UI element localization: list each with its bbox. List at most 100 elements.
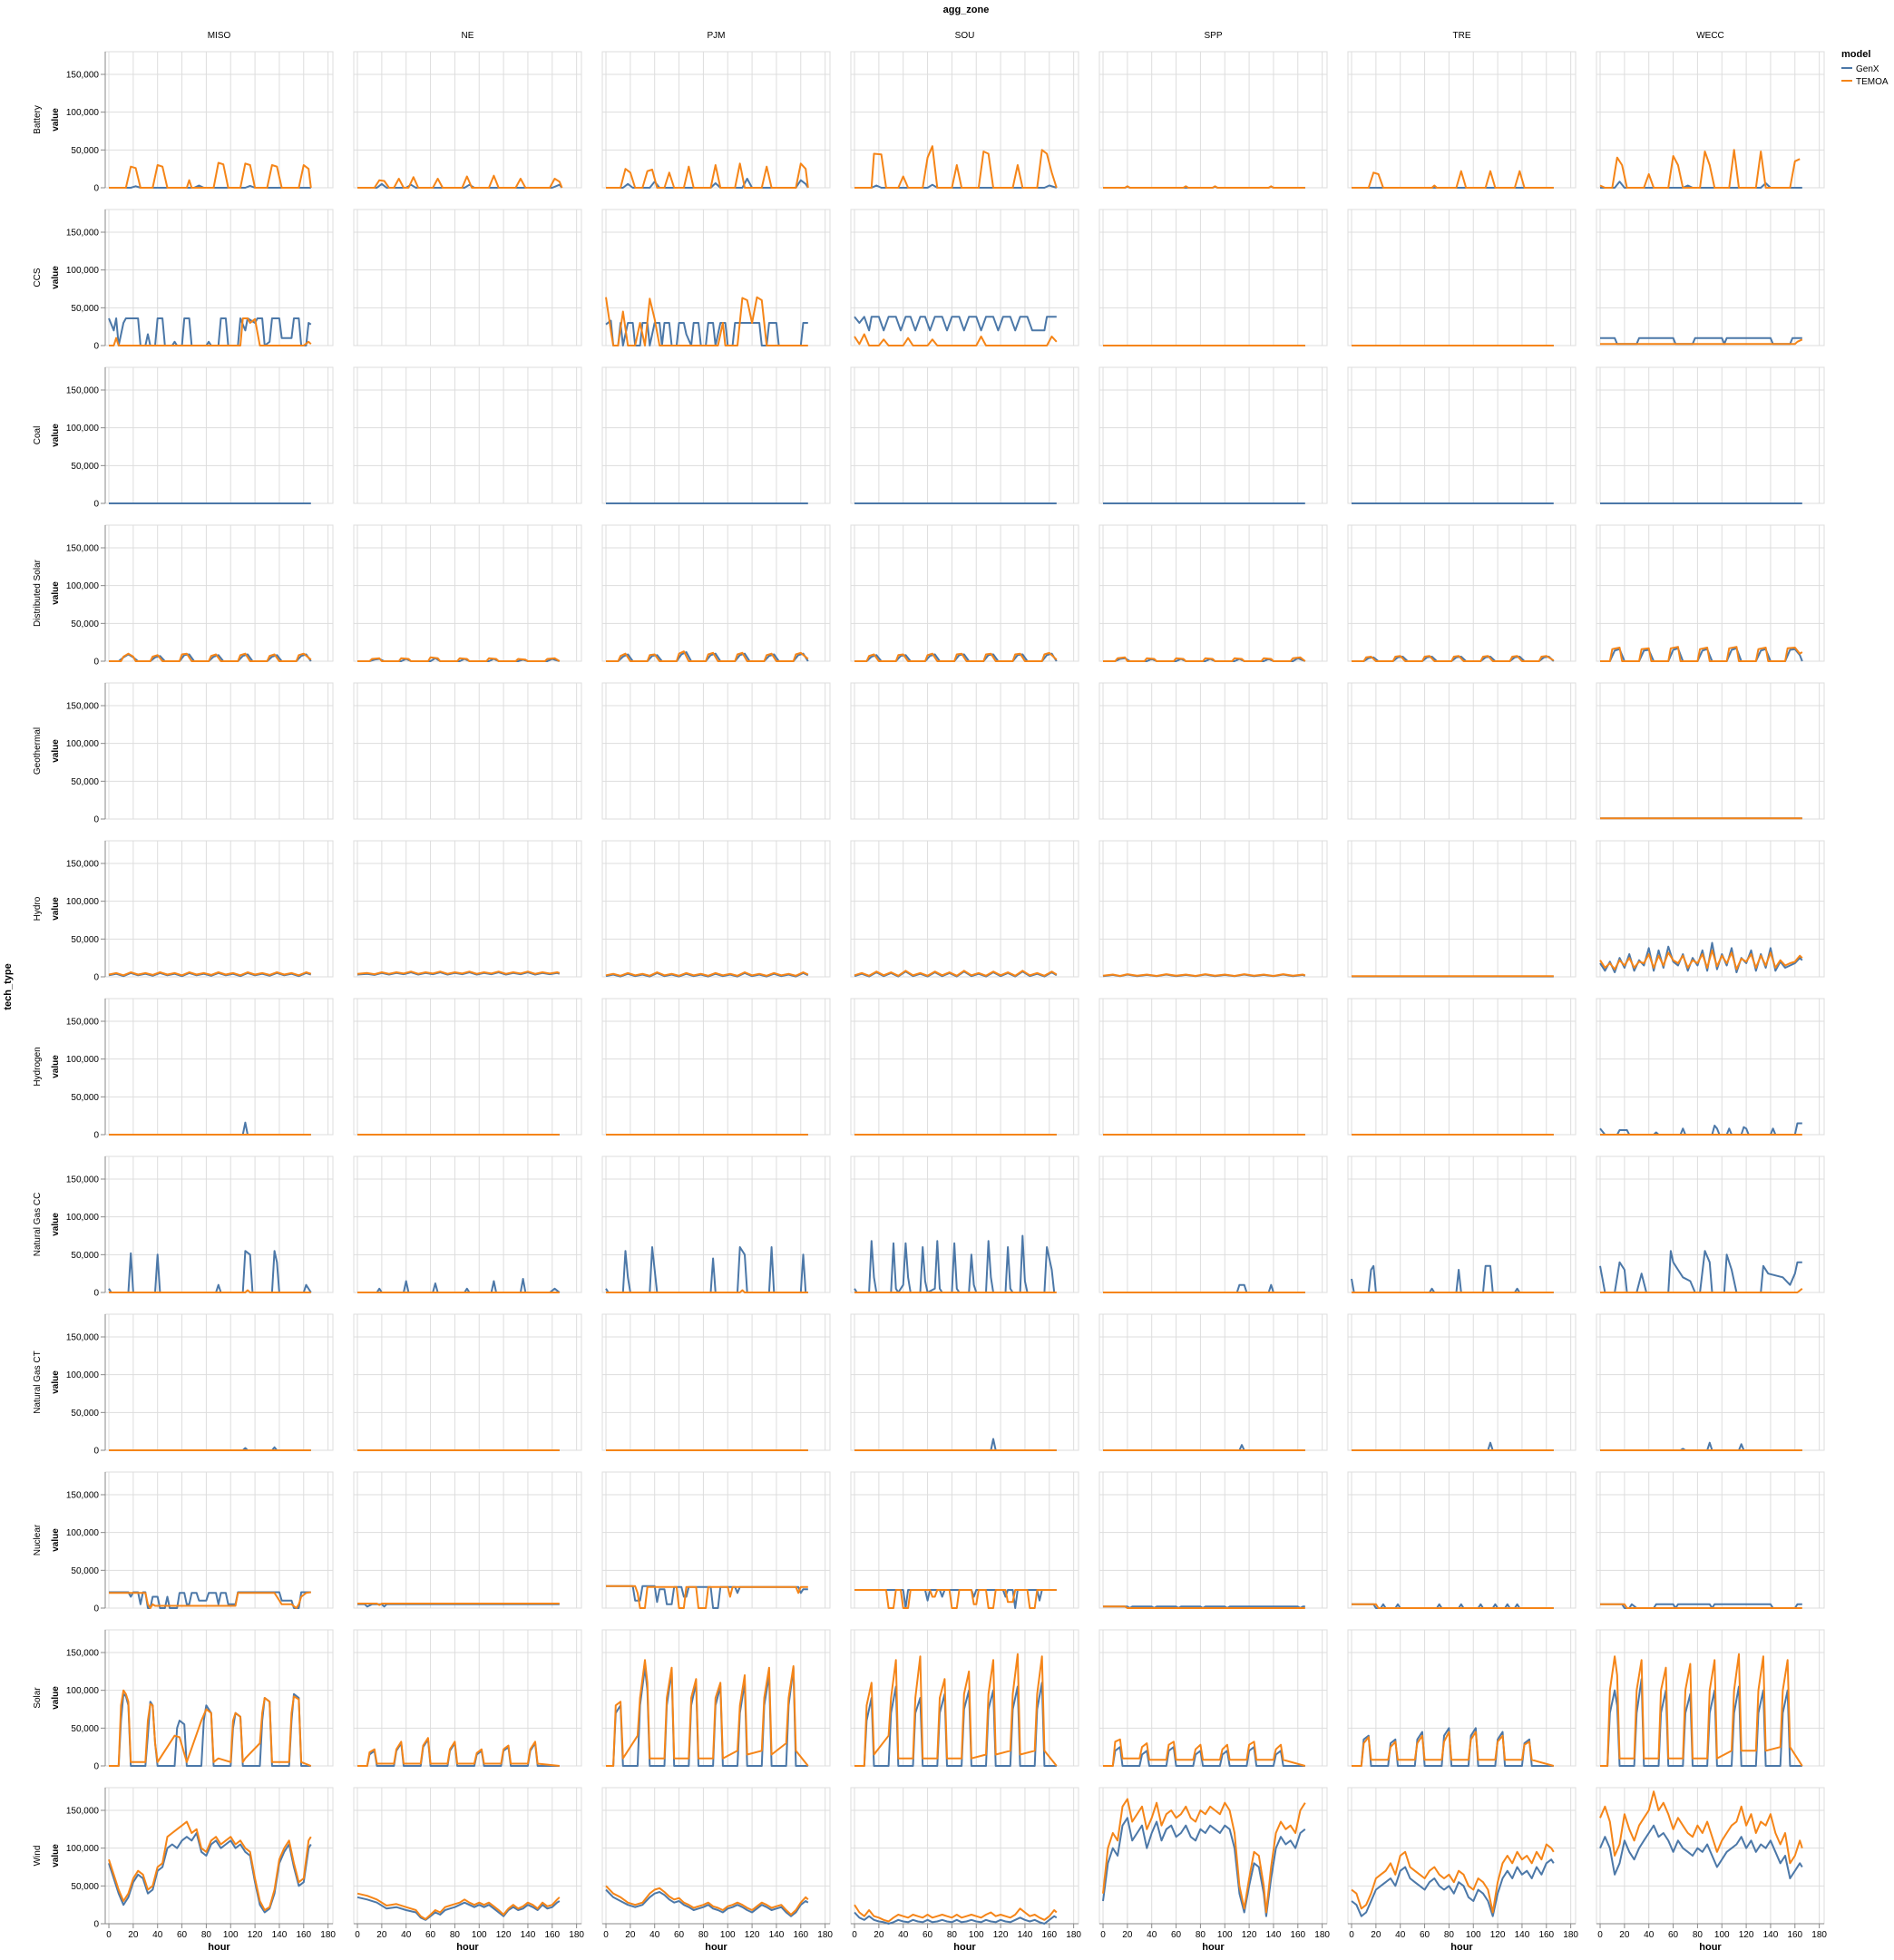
x-tick-label: 0 [355,1930,360,1940]
y-tick-label: 0 [93,1447,99,1457]
y-tick-label: 50,000 [71,146,99,156]
series-line-genx [1351,1858,1555,1917]
x-tick-label: 100 [223,1930,239,1940]
series-line-temoa [109,317,312,346]
panel-frame [353,1629,582,1767]
series-line-temoa [1599,149,1801,189]
series-line-genx [605,1246,808,1293]
y-tick-label: 0 [93,815,99,825]
legend-label-temoa: TEMOA [1856,77,1889,87]
x-tick-label: 180 [1314,1930,1330,1940]
panel-frame [601,840,831,978]
panel-natural-gas-cc-pjm [601,1156,831,1293]
panel-frame [1347,998,1577,1136]
panel-frame [1098,840,1328,978]
series-line-temoa [1352,1731,1555,1767]
panel-geothermal-miso: 0 50,000 100,000 150,000 [66,682,334,825]
series-line-genx [1599,1122,1802,1136]
x-axis-title: hour [705,1942,727,1953]
series-line-temoa [854,1904,1058,1923]
series-line-genx [606,1666,808,1767]
series-line-temoa [854,1653,1058,1767]
panel-natural-gas-cc-ne [353,1156,582,1293]
column-label-wecc: WECC [1696,31,1724,41]
panel-frame [1098,1471,1328,1609]
panel-nuclear-sou [850,1471,1079,1609]
panel-hydro-pjm [601,840,831,978]
x-tick-label: 0 [852,1930,857,1940]
series-line-genx [1103,1605,1305,1609]
row-label-nuclear: Nuclear [33,1524,43,1555]
panel-geothermal-sou [850,682,1079,820]
panel-frame [353,209,582,346]
series-line-temoa [109,161,312,189]
y-axis-title: value [51,424,61,447]
x-tick-label: 20 [625,1930,636,1940]
x-tick-label: 160 [1787,1930,1802,1940]
series-line-temoa [1103,1738,1306,1767]
x-tick-label: 20 [1619,1930,1630,1940]
panel-frame [850,1471,1079,1609]
x-tick-label: 80 [1196,1930,1206,1940]
panel-frame [1596,1787,1825,1925]
x-tick-label: 80 [698,1930,709,1940]
panel-frame [1347,1156,1577,1293]
column-label-spp: SPP [1204,31,1222,41]
y-tick-label: 150,000 [66,229,100,239]
panel-frame [1098,682,1328,820]
panel-frame [1098,1629,1328,1767]
row-label-ccs: CCS [33,268,43,287]
panel-frame [353,998,582,1136]
panel-frame [1347,209,1577,346]
series-line-genx [108,317,312,346]
y-tick-label: 0 [93,184,99,194]
series-line-temoa [605,971,809,977]
panel-frame [1347,366,1577,504]
y-tick-label: 100,000 [66,1213,100,1223]
panel-frame [1596,209,1825,346]
series-line-temoa [605,296,808,346]
panel-frame [104,998,334,1136]
y-tick-label: 0 [93,1131,99,1141]
series-line-genx [109,1692,311,1767]
panel-frame [1347,682,1577,820]
panel-ccs-pjm [601,209,831,346]
panel-distributed-solar-tre [1347,524,1577,662]
y-tick-label: 0 [93,500,99,510]
panel-frame [104,51,334,189]
series-line-temoa [356,1892,561,1920]
panel-frame [104,682,334,820]
y-tick-label: 100,000 [66,1686,100,1696]
y-tick-label: 100,000 [66,266,100,276]
series-line-genx [1352,1603,1554,1609]
panel-frame [1596,366,1825,504]
panel-wind-pjm: 0 20 40 60 80 100 120 140 160 180 hour [601,1787,833,1953]
column-label-miso: MISO [208,31,231,41]
panel-frame [1098,524,1328,662]
y-tick-label: 150,000 [66,860,100,870]
y-tick-label: 50,000 [71,1251,99,1261]
panel-frame [601,209,831,346]
series-line-temoa [1103,656,1306,662]
x-tick-label: 0 [603,1930,609,1940]
x-tick-label: 0 [106,1930,112,1940]
panel-frame [1596,524,1825,662]
series-line-genx [854,316,1057,332]
panel-frame [1347,1313,1577,1451]
x-tick-label: 80 [201,1930,212,1940]
panel-distributed-solar-pjm [601,524,831,662]
panel-frame [1347,840,1577,978]
panel-hydro-ne [353,840,582,978]
panel-natural-gas-ct-wecc [1596,1313,1825,1451]
y-tick-label: 50,000 [71,304,99,314]
panel-frame [1596,840,1825,978]
x-tick-label: 120 [993,1930,1009,1940]
panel-frame [1347,51,1577,189]
x-tick-label: 60 [177,1930,188,1940]
panel-frame [1596,682,1825,820]
series-line-genx [1600,1678,1802,1767]
panel-solar-spp [1098,1629,1328,1767]
panel-ccs-tre [1347,209,1577,346]
y-tick-label: 50,000 [71,1093,99,1103]
series-line-temoa [357,1603,560,1606]
